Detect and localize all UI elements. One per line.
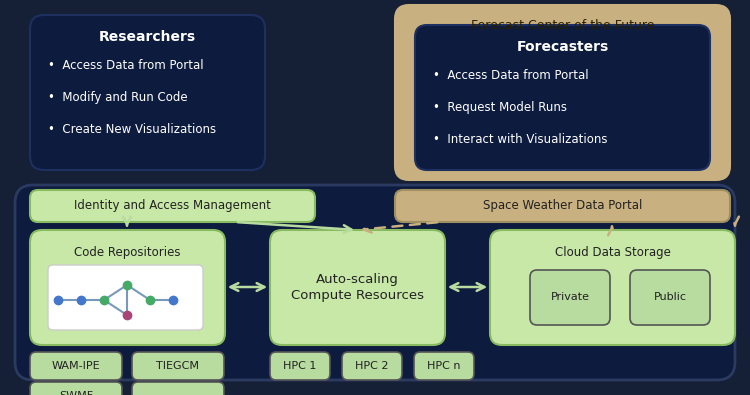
Text: HPC 2: HPC 2 — [356, 361, 388, 371]
Text: •  Modify and Run Code: • Modify and Run Code — [48, 91, 188, 104]
Text: Auto-scaling
Compute Resources: Auto-scaling Compute Resources — [291, 273, 424, 301]
Text: Code Repositories: Code Repositories — [74, 246, 181, 259]
Text: WAM-IPE: WAM-IPE — [52, 361, 100, 371]
FancyBboxPatch shape — [30, 15, 265, 170]
Text: Forecast Center of the Future: Forecast Center of the Future — [471, 19, 654, 32]
Text: •  Access Data from Portal: • Access Data from Portal — [433, 69, 589, 82]
FancyBboxPatch shape — [490, 230, 735, 345]
FancyBboxPatch shape — [30, 352, 122, 380]
Text: Researchers: Researchers — [99, 30, 196, 44]
FancyBboxPatch shape — [415, 25, 710, 170]
Text: •  Create New Visualizations: • Create New Visualizations — [48, 123, 216, 136]
Text: Cloud Data Storage: Cloud Data Storage — [554, 246, 670, 259]
FancyBboxPatch shape — [48, 265, 203, 330]
FancyBboxPatch shape — [270, 230, 445, 345]
FancyBboxPatch shape — [132, 382, 224, 395]
FancyBboxPatch shape — [530, 270, 610, 325]
Text: SWMF: SWMF — [59, 391, 93, 395]
FancyBboxPatch shape — [15, 185, 735, 380]
Text: Identity and Access Management: Identity and Access Management — [74, 199, 271, 213]
FancyBboxPatch shape — [342, 352, 402, 380]
FancyBboxPatch shape — [270, 352, 330, 380]
Text: Private: Private — [550, 293, 590, 303]
Text: •  Access Data from Portal: • Access Data from Portal — [48, 59, 203, 72]
FancyBboxPatch shape — [30, 230, 225, 345]
Text: •  Request Model Runs: • Request Model Runs — [433, 101, 567, 114]
FancyBboxPatch shape — [395, 5, 730, 180]
FancyBboxPatch shape — [395, 190, 730, 222]
Text: TIEGCM: TIEGCM — [157, 361, 200, 371]
FancyBboxPatch shape — [630, 270, 710, 325]
FancyBboxPatch shape — [30, 382, 122, 395]
Text: HPC n: HPC n — [427, 361, 460, 371]
Text: ...: ... — [172, 391, 184, 395]
FancyBboxPatch shape — [132, 352, 224, 380]
Text: Space Weather Data Portal: Space Weather Data Portal — [483, 199, 642, 213]
FancyBboxPatch shape — [414, 352, 474, 380]
Text: Forecasters: Forecasters — [516, 40, 609, 54]
Text: •  Interact with Visualizations: • Interact with Visualizations — [433, 133, 608, 146]
Text: HPC 1: HPC 1 — [284, 361, 316, 371]
FancyBboxPatch shape — [30, 190, 315, 222]
Text: Public: Public — [653, 293, 686, 303]
